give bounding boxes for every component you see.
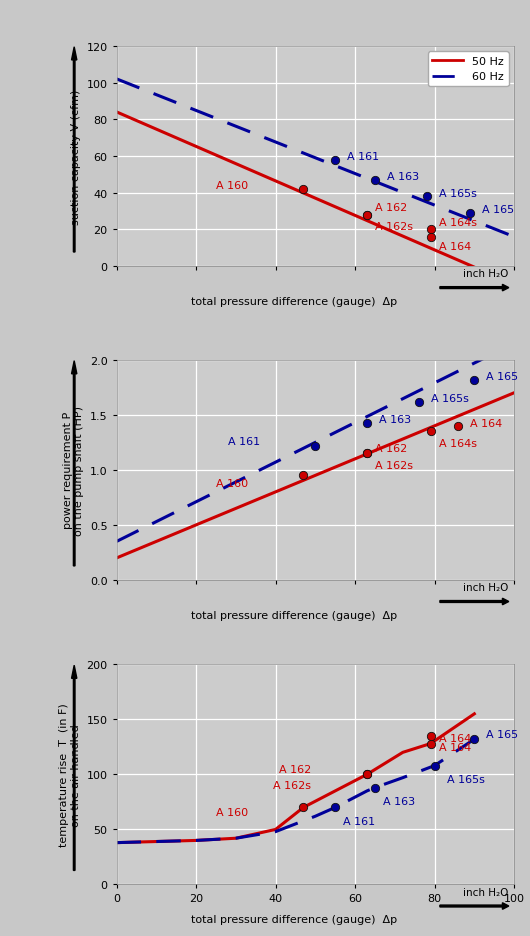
Text: total pressure difference (gauge)  Δp: total pressure difference (gauge) Δp <box>191 297 397 307</box>
Text: A 164s: A 164s <box>439 733 476 743</box>
Text: total pressure difference (gauge)  Δp: total pressure difference (gauge) Δp <box>191 610 397 621</box>
Text: A 162: A 162 <box>375 444 407 453</box>
Text: A 162s: A 162s <box>273 781 312 791</box>
Text: A 165s: A 165s <box>430 394 469 403</box>
Text: total pressure difference (gauge)  Δp: total pressure difference (gauge) Δp <box>191 914 397 925</box>
Text: A 161: A 161 <box>347 152 379 162</box>
Text: A 160: A 160 <box>216 807 248 817</box>
Text: A 165s: A 165s <box>446 774 484 784</box>
Text: A 165: A 165 <box>482 205 515 215</box>
Legend: 50 Hz, 60 Hz: 50 Hz, 60 Hz <box>428 52 509 87</box>
Text: A 165s: A 165s <box>439 188 476 198</box>
Text: A 163: A 163 <box>387 172 419 182</box>
Text: A 165: A 165 <box>487 729 518 739</box>
Text: A 165: A 165 <box>487 372 518 382</box>
Text: A 160: A 160 <box>216 181 248 191</box>
Text: A 164s: A 164s <box>439 218 476 227</box>
Y-axis label: suction capacity V (cfm): suction capacity V (cfm) <box>71 89 81 225</box>
Text: A 161: A 161 <box>343 816 375 826</box>
Text: inch H₂O: inch H₂O <box>463 886 509 897</box>
Text: inch H₂O: inch H₂O <box>463 269 509 279</box>
Text: A 162: A 162 <box>279 764 312 774</box>
Text: A 163: A 163 <box>379 415 411 425</box>
Y-axis label: power requirement P
on the pump shaft (HP): power requirement P on the pump shaft (H… <box>63 405 84 535</box>
Text: A 161: A 161 <box>227 437 260 446</box>
Text: A 162s: A 162s <box>375 222 413 231</box>
Text: A 164: A 164 <box>471 418 502 428</box>
Text: A 164: A 164 <box>439 241 471 252</box>
Text: A 162s: A 162s <box>375 461 413 471</box>
Text: A 160: A 160 <box>216 478 248 489</box>
Y-axis label: temperature rise  T  (in F)
on the air handled: temperature rise T (in F) on the air han… <box>59 703 81 846</box>
Text: A 163: A 163 <box>383 796 415 806</box>
Text: A 164: A 164 <box>439 742 471 752</box>
Text: A 162: A 162 <box>375 203 407 213</box>
Text: inch H₂O: inch H₂O <box>463 582 509 592</box>
Text: A 164s: A 164s <box>439 439 476 449</box>
